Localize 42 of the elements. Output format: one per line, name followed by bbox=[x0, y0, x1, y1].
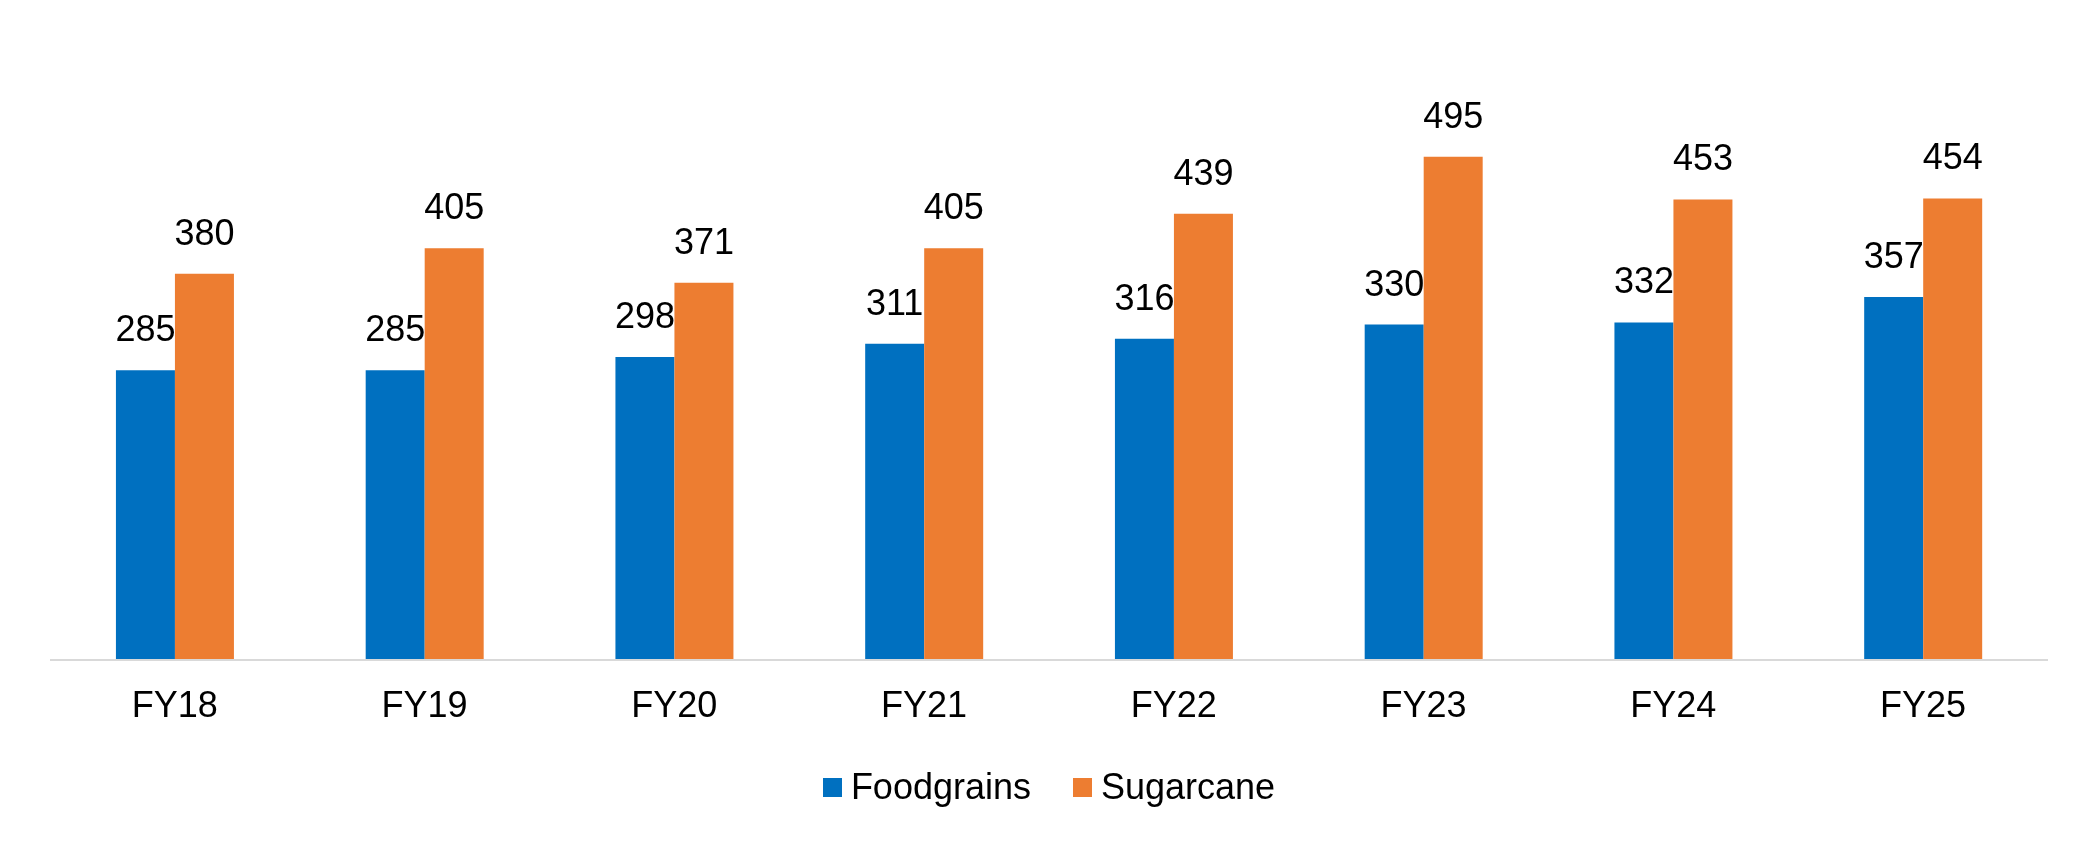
legend-label: Sugarcane bbox=[1100, 766, 1276, 807]
bar bbox=[1173, 213, 1233, 660]
data-label: 298 bbox=[614, 295, 675, 337]
data-label: 330 bbox=[1364, 262, 1425, 304]
bar bbox=[674, 282, 734, 660]
data-label: 332 bbox=[1613, 260, 1674, 302]
bar bbox=[615, 357, 675, 660]
data-label: 495 bbox=[1423, 94, 1484, 136]
bar bbox=[1423, 156, 1483, 660]
bar bbox=[115, 370, 175, 660]
x-tick-label: FY20 bbox=[631, 683, 718, 725]
data-label: 453 bbox=[1672, 137, 1733, 179]
data-label: 454 bbox=[1922, 136, 1983, 178]
data-label: 405 bbox=[923, 186, 984, 228]
bar bbox=[865, 343, 925, 660]
data-label: 357 bbox=[1863, 235, 1924, 277]
bar bbox=[1673, 199, 1733, 660]
bar bbox=[365, 370, 425, 660]
bar bbox=[1114, 338, 1174, 660]
bar bbox=[924, 248, 984, 660]
bar bbox=[1864, 297, 1924, 660]
bar bbox=[174, 273, 234, 660]
data-label: 439 bbox=[1173, 151, 1234, 193]
bar bbox=[424, 248, 484, 660]
x-tick-label: FY23 bbox=[1380, 683, 1467, 725]
data-label: 285 bbox=[115, 308, 176, 350]
x-tick-label: FY25 bbox=[1880, 683, 1967, 725]
x-tick-label: FY18 bbox=[131, 683, 218, 725]
data-label: 285 bbox=[365, 308, 426, 350]
data-label: 311 bbox=[865, 281, 924, 323]
data-label: 371 bbox=[673, 220, 734, 262]
data-label: 380 bbox=[174, 211, 235, 253]
bar bbox=[1923, 198, 1983, 660]
x-tick-label: FY22 bbox=[1130, 683, 1217, 725]
bar bbox=[1614, 322, 1674, 660]
x-tick-label: FY24 bbox=[1630, 683, 1717, 725]
bar bbox=[1364, 324, 1424, 660]
data-label: 316 bbox=[1114, 276, 1175, 318]
legend-label: Foodgrains bbox=[850, 766, 1031, 807]
x-tick-label: FY21 bbox=[881, 683, 968, 725]
x-tick-label: FY19 bbox=[381, 683, 468, 725]
data-label: 405 bbox=[424, 186, 485, 228]
